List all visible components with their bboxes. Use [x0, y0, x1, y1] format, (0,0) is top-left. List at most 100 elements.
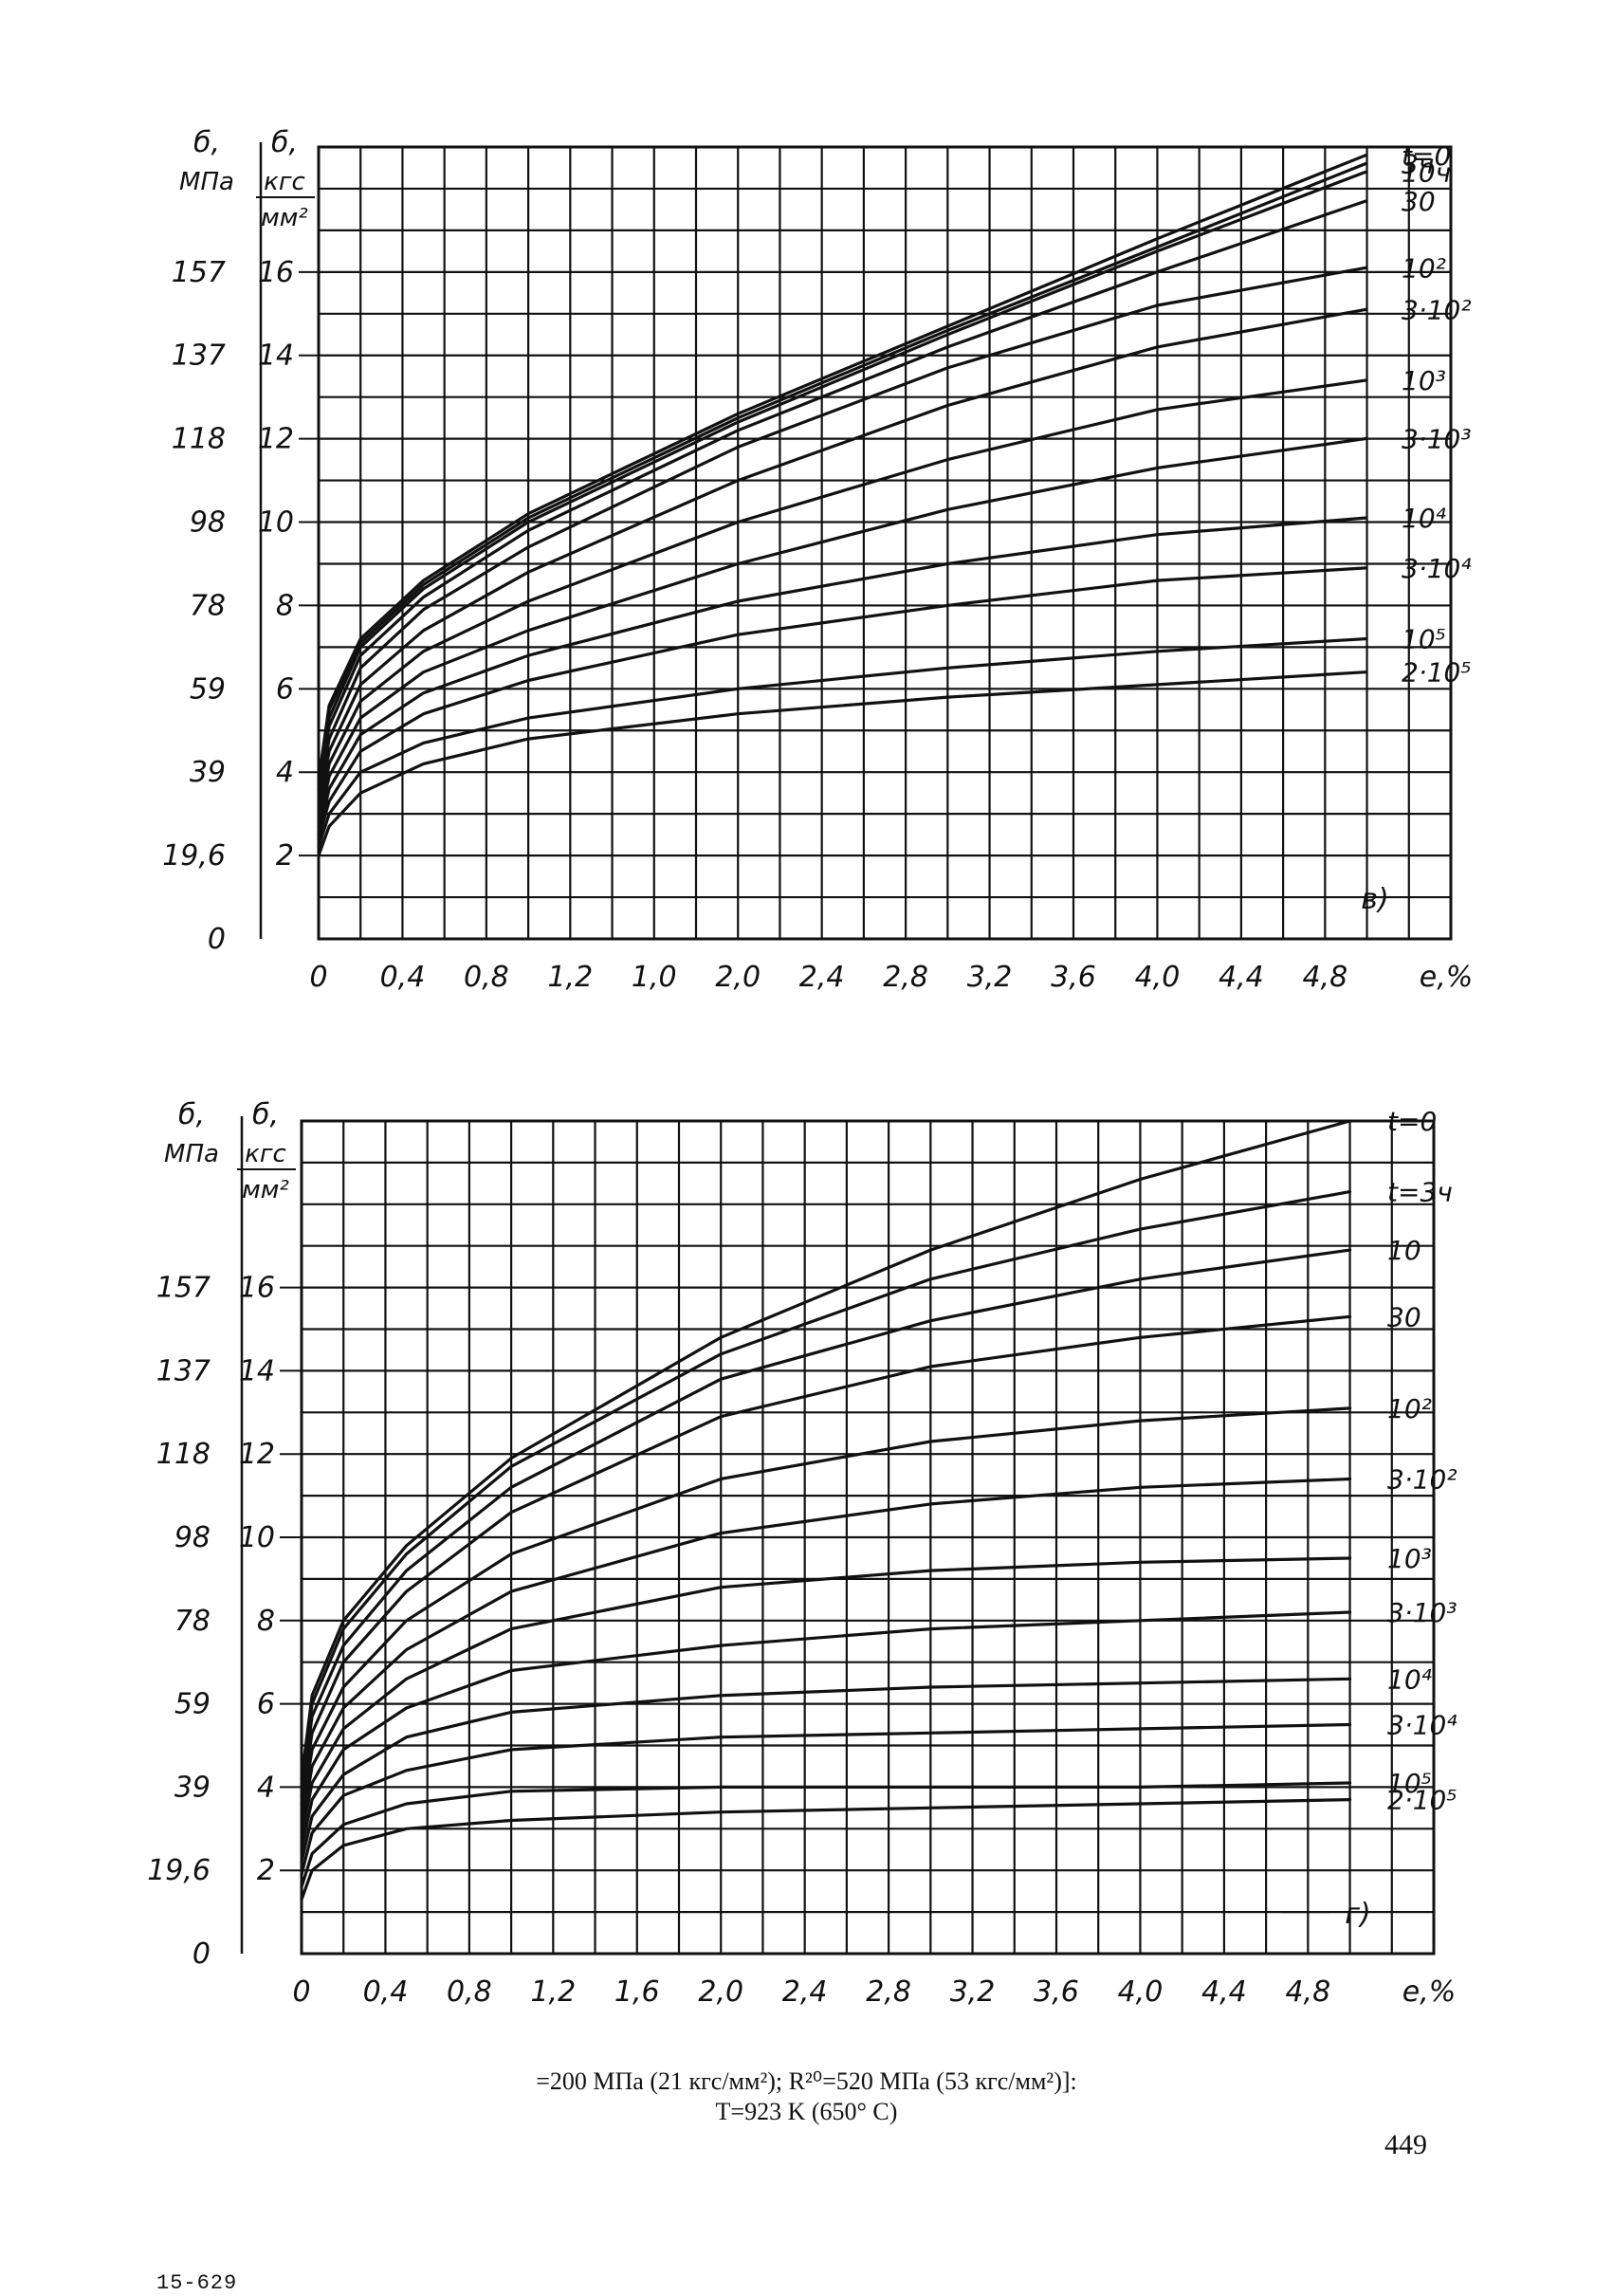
series-label: 30	[1387, 1301, 1421, 1332]
panel-label: в)	[1361, 883, 1388, 916]
series-label: 10²	[1402, 252, 1446, 284]
kgs-tick-label: 4	[276, 756, 294, 789]
series-line	[300, 1798, 1352, 1901]
kgs-tick-label: 8	[276, 589, 294, 622]
mpa-tick-label: 98	[190, 506, 226, 540]
x-axis-label: е,%	[1420, 961, 1474, 994]
grid	[300, 1119, 1436, 1956]
x-tick-label: 2,0	[698, 1975, 743, 2009]
page-number: 449	[1384, 2129, 1427, 2160]
x-tick-label: 2,0	[715, 961, 761, 994]
x-tick-label: 0,8	[464, 961, 509, 994]
x-tick-label: 1,2	[530, 1975, 576, 2009]
series-label: 10²	[1387, 1393, 1432, 1424]
chart-panel-v: 0 0,4 0,8 1,2 1,0 2,0 2,4 2,8 3,2 3,6 4,0 4,4 4,8 е,%…	[162, 126, 1473, 994]
kgs-tick-label: 4	[257, 1771, 275, 1804]
series-line	[300, 1781, 1352, 1889]
chart-panel-g: 0 0,4 0,8 1,2 1,6 2,0 2,4 2,8 3,2 3,6 4,0 4,4 4,8 е,%…	[147, 1098, 1457, 2009]
series-label: 10³	[1387, 1543, 1432, 1574]
mpa-axis-unit: МПа	[179, 168, 234, 196]
kgs-axis-symbol: б,	[271, 126, 298, 159]
x-tick-label: 3,2	[967, 961, 1013, 994]
plot-frame	[317, 145, 1453, 941]
series-label: 3·10⁴	[1387, 1710, 1457, 1741]
x-tick-label: 0	[292, 1975, 310, 2009]
x-tick-label: 2,4	[799, 961, 845, 994]
footer-code: 15-629	[156, 2271, 238, 2295]
series-label: 3·10²	[1402, 294, 1472, 325]
series-line	[317, 199, 1367, 795]
mpa-tick-label: 59	[190, 672, 226, 706]
mpa-tick-label: 78	[174, 1605, 211, 1638]
caption-line-1: =200 МПа (21 кгс/мм²); R²⁰=520 МПа (53 к…	[536, 2067, 1077, 2095]
series-line	[317, 566, 1367, 841]
series-label: 3·10²	[1387, 1464, 1457, 1496]
kgs-axis-symbol: б,	[252, 1098, 279, 1131]
series-label: t=0	[1402, 140, 1451, 172]
kgs-axis-unit-bottom: мм²	[261, 204, 308, 232]
kgs-axis-unit-top: кгс	[264, 168, 305, 196]
x-tick-label: 0,8	[447, 1975, 492, 2009]
mpa-tick-label: 0	[192, 1938, 211, 1971]
series-line	[317, 378, 1367, 820]
kgs-tick-label: 12	[258, 423, 294, 456]
kgs-tick-label: 2	[257, 1854, 275, 1887]
series-label: t=3ч	[1387, 1177, 1453, 1208]
x-tick-label: 4,0	[1135, 961, 1181, 994]
series-line	[300, 1119, 1352, 1781]
series-line	[300, 1610, 1352, 1851]
series-label: t=0	[1387, 1106, 1437, 1137]
mpa-tick-label: 19,6	[147, 1854, 211, 1887]
x-tick-label: 4,4	[1201, 1975, 1247, 2009]
x-tick-label: 1,6	[614, 1975, 660, 2009]
caption-line-2: T=923 K (650° C)	[715, 2098, 898, 2125]
series-line	[317, 266, 1367, 803]
x-tick-label: 4,8	[1285, 1975, 1330, 2009]
series-line	[317, 637, 1367, 849]
kgs-tick-label: 10	[239, 1521, 275, 1554]
x-tick-label: 2,4	[782, 1975, 828, 2009]
x-axis-label: е,%	[1402, 1975, 1457, 2009]
mpa-tick-label: 59	[174, 1688, 211, 1721]
x-tick-label: 3,2	[950, 1975, 996, 2009]
series-label: 3·10³	[1387, 1597, 1457, 1628]
series-label: 10⁴	[1402, 503, 1446, 534]
mpa-tick-label: 19,6	[162, 839, 226, 872]
mpa-tick-label: 0	[208, 923, 226, 956]
series-label: 30	[1402, 186, 1436, 217]
x-tick-label: 0	[309, 961, 327, 994]
series-curves	[300, 1119, 1352, 1901]
mpa-tick-label: 78	[190, 589, 226, 622]
series-label: 10	[1387, 1235, 1421, 1266]
mpa-tick-label: 118	[156, 1438, 211, 1471]
kgs-tick-label: 2	[276, 839, 294, 872]
kgs-tick-label: 12	[239, 1438, 275, 1471]
series-line	[300, 1556, 1352, 1839]
kgs-tick-label: 6	[276, 672, 294, 706]
kgs-axis-unit-bottom: мм²	[242, 1176, 289, 1204]
series-line	[300, 1248, 1352, 1797]
mpa-axis-symbol: б,	[193, 126, 220, 159]
kgs-tick-label: 16	[239, 1272, 275, 1305]
x-tick-label: 4,4	[1219, 961, 1264, 994]
series-label: 10⁵	[1387, 1768, 1432, 1799]
x-tick-label: 0,4	[363, 1975, 409, 2009]
mpa-tick-label: 137	[156, 1354, 211, 1387]
kgs-tick-label: 8	[257, 1605, 275, 1638]
series-label: 10⁴	[1387, 1663, 1432, 1695]
mpa-tick-label: 137	[172, 340, 226, 373]
mpa-axis-unit: МПа	[164, 1140, 219, 1168]
series-line	[300, 1190, 1352, 1789]
series-label: 10⁵	[1402, 624, 1446, 655]
series-line	[300, 1677, 1352, 1864]
series-line	[317, 307, 1367, 812]
series-line	[300, 1477, 1352, 1830]
kgs-tick-label: 6	[257, 1688, 275, 1721]
series-line	[317, 162, 1367, 786]
series-label: 3·10⁴	[1402, 553, 1472, 584]
series-line	[317, 516, 1367, 836]
mpa-tick-label: 39	[174, 1771, 211, 1804]
x-tick-label: 3,6	[1051, 961, 1096, 994]
series-line	[300, 1314, 1352, 1806]
x-tick-label: 2,8	[866, 1975, 911, 2009]
